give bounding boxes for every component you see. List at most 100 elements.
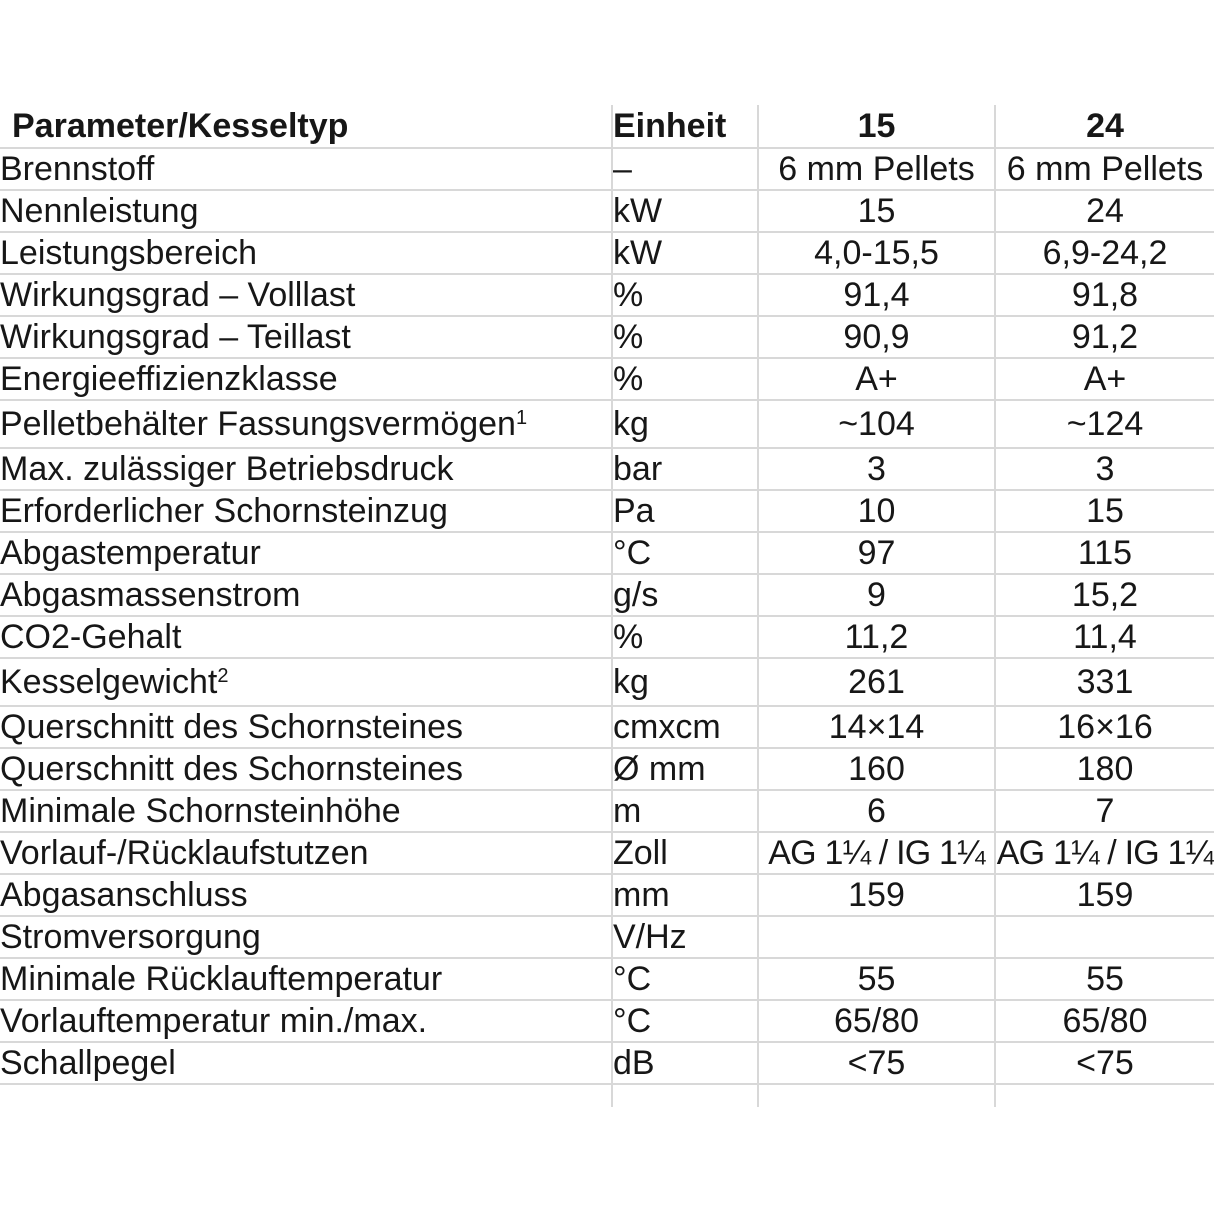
param-cell: Minimale Schornsteinhöhe [0,790,612,833]
value-24-cell: 15 [994,490,1214,533]
table-row: Max. zulässiger Betriebsdruck bar 3 3 [0,448,1214,491]
value-15-cell: 91,4 [757,274,995,317]
param-cell: Vorlauf-/Rücklaufstutzen [0,832,612,875]
unit-cell: V/Hz [611,916,758,959]
value-15-cell: 11,2 [757,616,995,659]
param-label: Max. zulässiger Betriebsdruck [0,449,454,488]
value-15-cell: 10 [757,490,995,533]
unit-cell: m [611,790,758,833]
footnote-marker: 1 [515,406,528,429]
unit-cell: kW [611,232,758,275]
param-cell: Schallpegel [0,1042,612,1085]
value-15-cell: 65/80 [757,1000,995,1043]
value-15-cell: 4,0-15,5 [757,232,995,275]
col-header-einheit: Einheit [611,105,758,149]
value-24-cell: 55 [994,958,1214,1001]
unit-cell: % [611,358,758,401]
param-cell: Querschnitt des Schornsteines [0,706,612,749]
value-15-cell: 6 [757,790,995,833]
table-row: Abgasanschluss mm 159 159 [0,874,1214,917]
value-24-cell: 3 [994,448,1214,491]
footnote-marker: 2 [217,664,229,687]
table-row: Abgasmassenstrom g/s 9 15,2 [0,574,1214,617]
param-label: Erforderlicher Schornsteinzug [0,491,448,530]
value-15-cell: 9 [757,574,995,617]
param-label: Querschnitt des Schornsteines [0,707,464,746]
param-label: Abgastemperatur [0,533,261,572]
param-cell: Querschnitt des Schornsteines [0,748,612,791]
param-label: Vorlauftemperatur min./max. [0,1001,428,1040]
col-header-15: 15 [757,105,995,149]
param-cell: Erforderlicher Schornsteinzug [0,490,612,533]
table-row: Vorlauf-/Rücklaufstutzen Zoll AG 1¼ / IG 1… [0,832,1214,875]
unit-cell: °C [611,958,758,1001]
header-row: Parameter/Kesseltyp Einheit 15 24 [0,105,1214,149]
param-label: Vorlauf-/Rücklaufstutzen [0,833,369,872]
value-15-cell: 15 [757,190,995,233]
param-label: Energieeffizienzklasse [0,359,338,398]
value-24-cell: 7 [994,790,1214,833]
table-row: Querschnitt des Schornsteines cmxcm 14×14 1… [0,706,1214,749]
partial-cell [611,1084,758,1107]
col-header-parameter: Parameter/Kesseltyp [0,105,612,149]
unit-cell: dB [611,1042,758,1085]
param-cell: Nennleistung [0,190,612,233]
unit-cell: kg [611,658,758,707]
param-label: Minimale Schornsteinhöhe [0,791,401,830]
value-15-cell [757,916,995,959]
col-header-24: 24 [994,105,1214,149]
table-row: Wirkungsgrad – Volllast% 91,4 91,8 [0,274,1214,317]
param-cell: Pelletbehälter Fassungsvermögen1 [0,400,612,449]
value-24-cell: AG 1¼ / IG 1¼ [994,832,1214,875]
value-24-cell: 65/80 [994,1000,1214,1043]
param-cell: Stromversorgung [0,916,612,959]
unit-cell: kW [611,190,758,233]
param-label: CO2-Gehalt [0,617,182,656]
param-label: Wirkungsgrad – Volllast [0,275,356,314]
param-label: Kesselgewicht [0,662,218,701]
value-15-cell: 160 [757,748,995,791]
value-15-cell: <75 [757,1042,995,1085]
unit-cell: bar [611,448,758,491]
param-cell: Leistungsbereich [0,232,612,275]
value-15-cell: ~104 [757,400,995,449]
param-cell: Energieeffizienzklasse [0,358,612,401]
value-15-cell: 3 [757,448,995,491]
param-label: Minimale Rücklauftemperatur [0,959,443,998]
param-label: Pelletbehälter Fassungsvermögen [0,404,516,443]
value-24-cell: <75 [994,1042,1214,1085]
unit-cell: kg [611,400,758,449]
table-row: Erforderlicher Schornsteinzug Pa 10 15 [0,490,1214,533]
table-row: Energieeffizienzklasse% A+ A+ [0,358,1214,401]
table-row: Schallpegel dB <75 <75 [0,1042,1214,1085]
param-cell: Max. zulässiger Betriebsdruck [0,448,612,491]
unit-cell: – [611,148,758,191]
param-cell: Wirkungsgrad – Teillast [0,316,612,359]
table-row: Stromversorgung V/Hz [0,916,1214,959]
table-row: Vorlauftemperatur min./max. °C 65/80 65/80 [0,1000,1214,1043]
value-24-cell: 159 [994,874,1214,917]
param-cell: CO2-Gehalt [0,616,612,659]
param-label: Nennleistung [0,191,199,230]
table-row: Minimale Rücklauftemperatur °C 55 55 [0,958,1214,1001]
param-cell: Brennstoff [0,148,612,191]
spec-table: Parameter/Kesseltyp Einheit 15 24 Brenns… [0,105,1214,1107]
param-label: Stromversorgung [0,917,261,956]
value-15-cell: 6 mm Pellets [757,148,995,191]
value-15-cell: 55 [757,958,995,1001]
table-row: Wirkungsgrad – Teillast% 90,9 91,2 [0,316,1214,359]
value-15-cell: A+ [757,358,995,401]
unit-cell: % [611,274,758,317]
value-24-cell: 16×16 [994,706,1214,749]
value-15-cell: 159 [757,874,995,917]
param-cell: Abgastemperatur [0,532,612,575]
table-row: CO2-Gehalt% 11,2 11,4 [0,616,1214,659]
value-24-cell: ~124 [994,400,1214,449]
unit-cell: Zoll [611,832,758,875]
param-label: Abgasmassenstrom [0,575,301,614]
table-row: Querschnitt des Schornsteines Ø mm 160 180 [0,748,1214,791]
param-label: Leistungsbereich [0,233,258,272]
spec-sheet: Parameter/Kesseltyp Einheit 15 24 Brenns… [0,105,1214,1107]
unit-cell: g/s [611,574,758,617]
value-24-cell: 115 [994,532,1214,575]
